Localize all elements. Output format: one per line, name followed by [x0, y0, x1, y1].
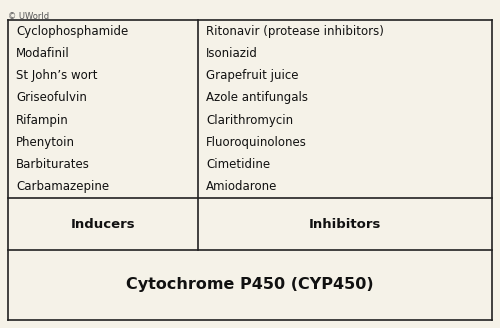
Text: Rifampin: Rifampin: [16, 113, 69, 127]
Text: Modafinil: Modafinil: [16, 47, 70, 60]
Text: Amiodarone: Amiodarone: [206, 180, 278, 194]
Text: Grapefruit juice: Grapefruit juice: [206, 69, 298, 82]
Text: Isoniazid: Isoniazid: [206, 47, 258, 60]
Text: Fluoroquinolones: Fluoroquinolones: [206, 136, 307, 149]
Text: St John’s wort: St John’s wort: [16, 69, 98, 82]
Text: Inhibitors: Inhibitors: [309, 217, 381, 231]
Text: Barbiturates: Barbiturates: [16, 158, 90, 171]
Text: Carbamazepine: Carbamazepine: [16, 180, 109, 194]
Text: Phenytoin: Phenytoin: [16, 136, 75, 149]
Text: Cytochrome P450 (CYP450): Cytochrome P450 (CYP450): [126, 277, 374, 293]
Text: Inducers: Inducers: [70, 217, 136, 231]
Text: Clarithromycin: Clarithromycin: [206, 113, 293, 127]
Text: © UWorld: © UWorld: [8, 12, 49, 21]
Text: Cyclophosphamide: Cyclophosphamide: [16, 25, 128, 38]
Text: Cimetidine: Cimetidine: [206, 158, 270, 171]
Text: Ritonavir (protease inhibitors): Ritonavir (protease inhibitors): [206, 25, 384, 38]
Text: Griseofulvin: Griseofulvin: [16, 92, 87, 104]
Text: Azole antifungals: Azole antifungals: [206, 92, 308, 104]
